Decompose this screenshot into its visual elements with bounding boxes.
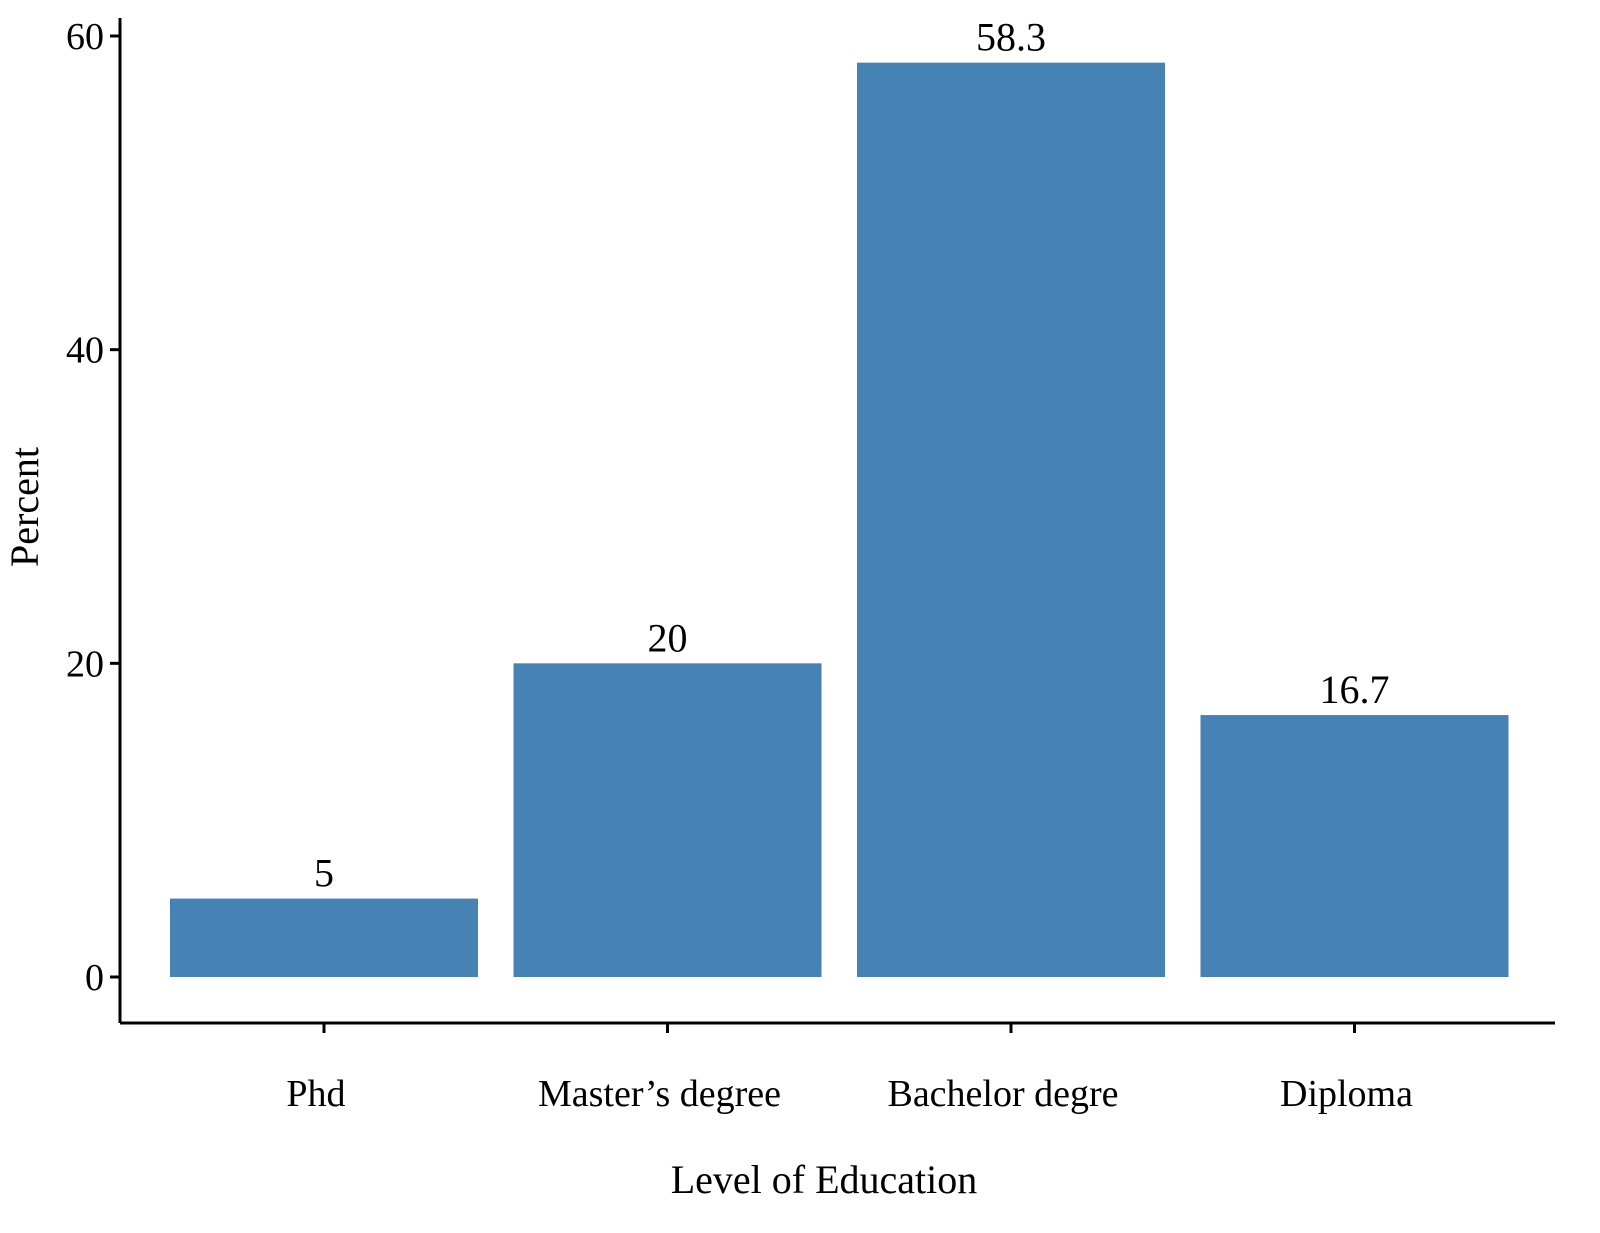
data-labels-group: 5 20 58.3 16.7 (314, 15, 1390, 896)
x-axis-ticks: Phd Master’s degree Bachelor degre Diploma (286, 1023, 1413, 1115)
bar-phd (170, 898, 478, 977)
y-axis-ticks: 0 20 40 60 (66, 16, 120, 999)
bar-diploma (1200, 715, 1509, 977)
x-tick-label: Bachelor degre (887, 1073, 1118, 1115)
y-tick-label: 60 (66, 16, 104, 58)
data-label: 20 (648, 615, 688, 660)
bars-group (170, 62, 1509, 977)
x-tick-label: Master’s degree (538, 1073, 781, 1115)
data-label: 5 (314, 851, 334, 896)
y-tick-label: 20 (66, 643, 104, 685)
bar-bachelor-degre (857, 62, 1165, 977)
bar-master-s-degree (513, 663, 822, 977)
data-label: 16.7 (1320, 667, 1390, 712)
y-tick-label: 0 (85, 957, 104, 999)
y-axis-title: Percent (2, 447, 47, 567)
x-tick-label: Phd (286, 1073, 345, 1115)
y-tick-label: 40 (66, 330, 104, 372)
x-tick-label: Diploma (1280, 1073, 1413, 1115)
data-label: 58.3 (976, 15, 1046, 60)
x-axis-title: Level of Education (671, 1157, 978, 1202)
